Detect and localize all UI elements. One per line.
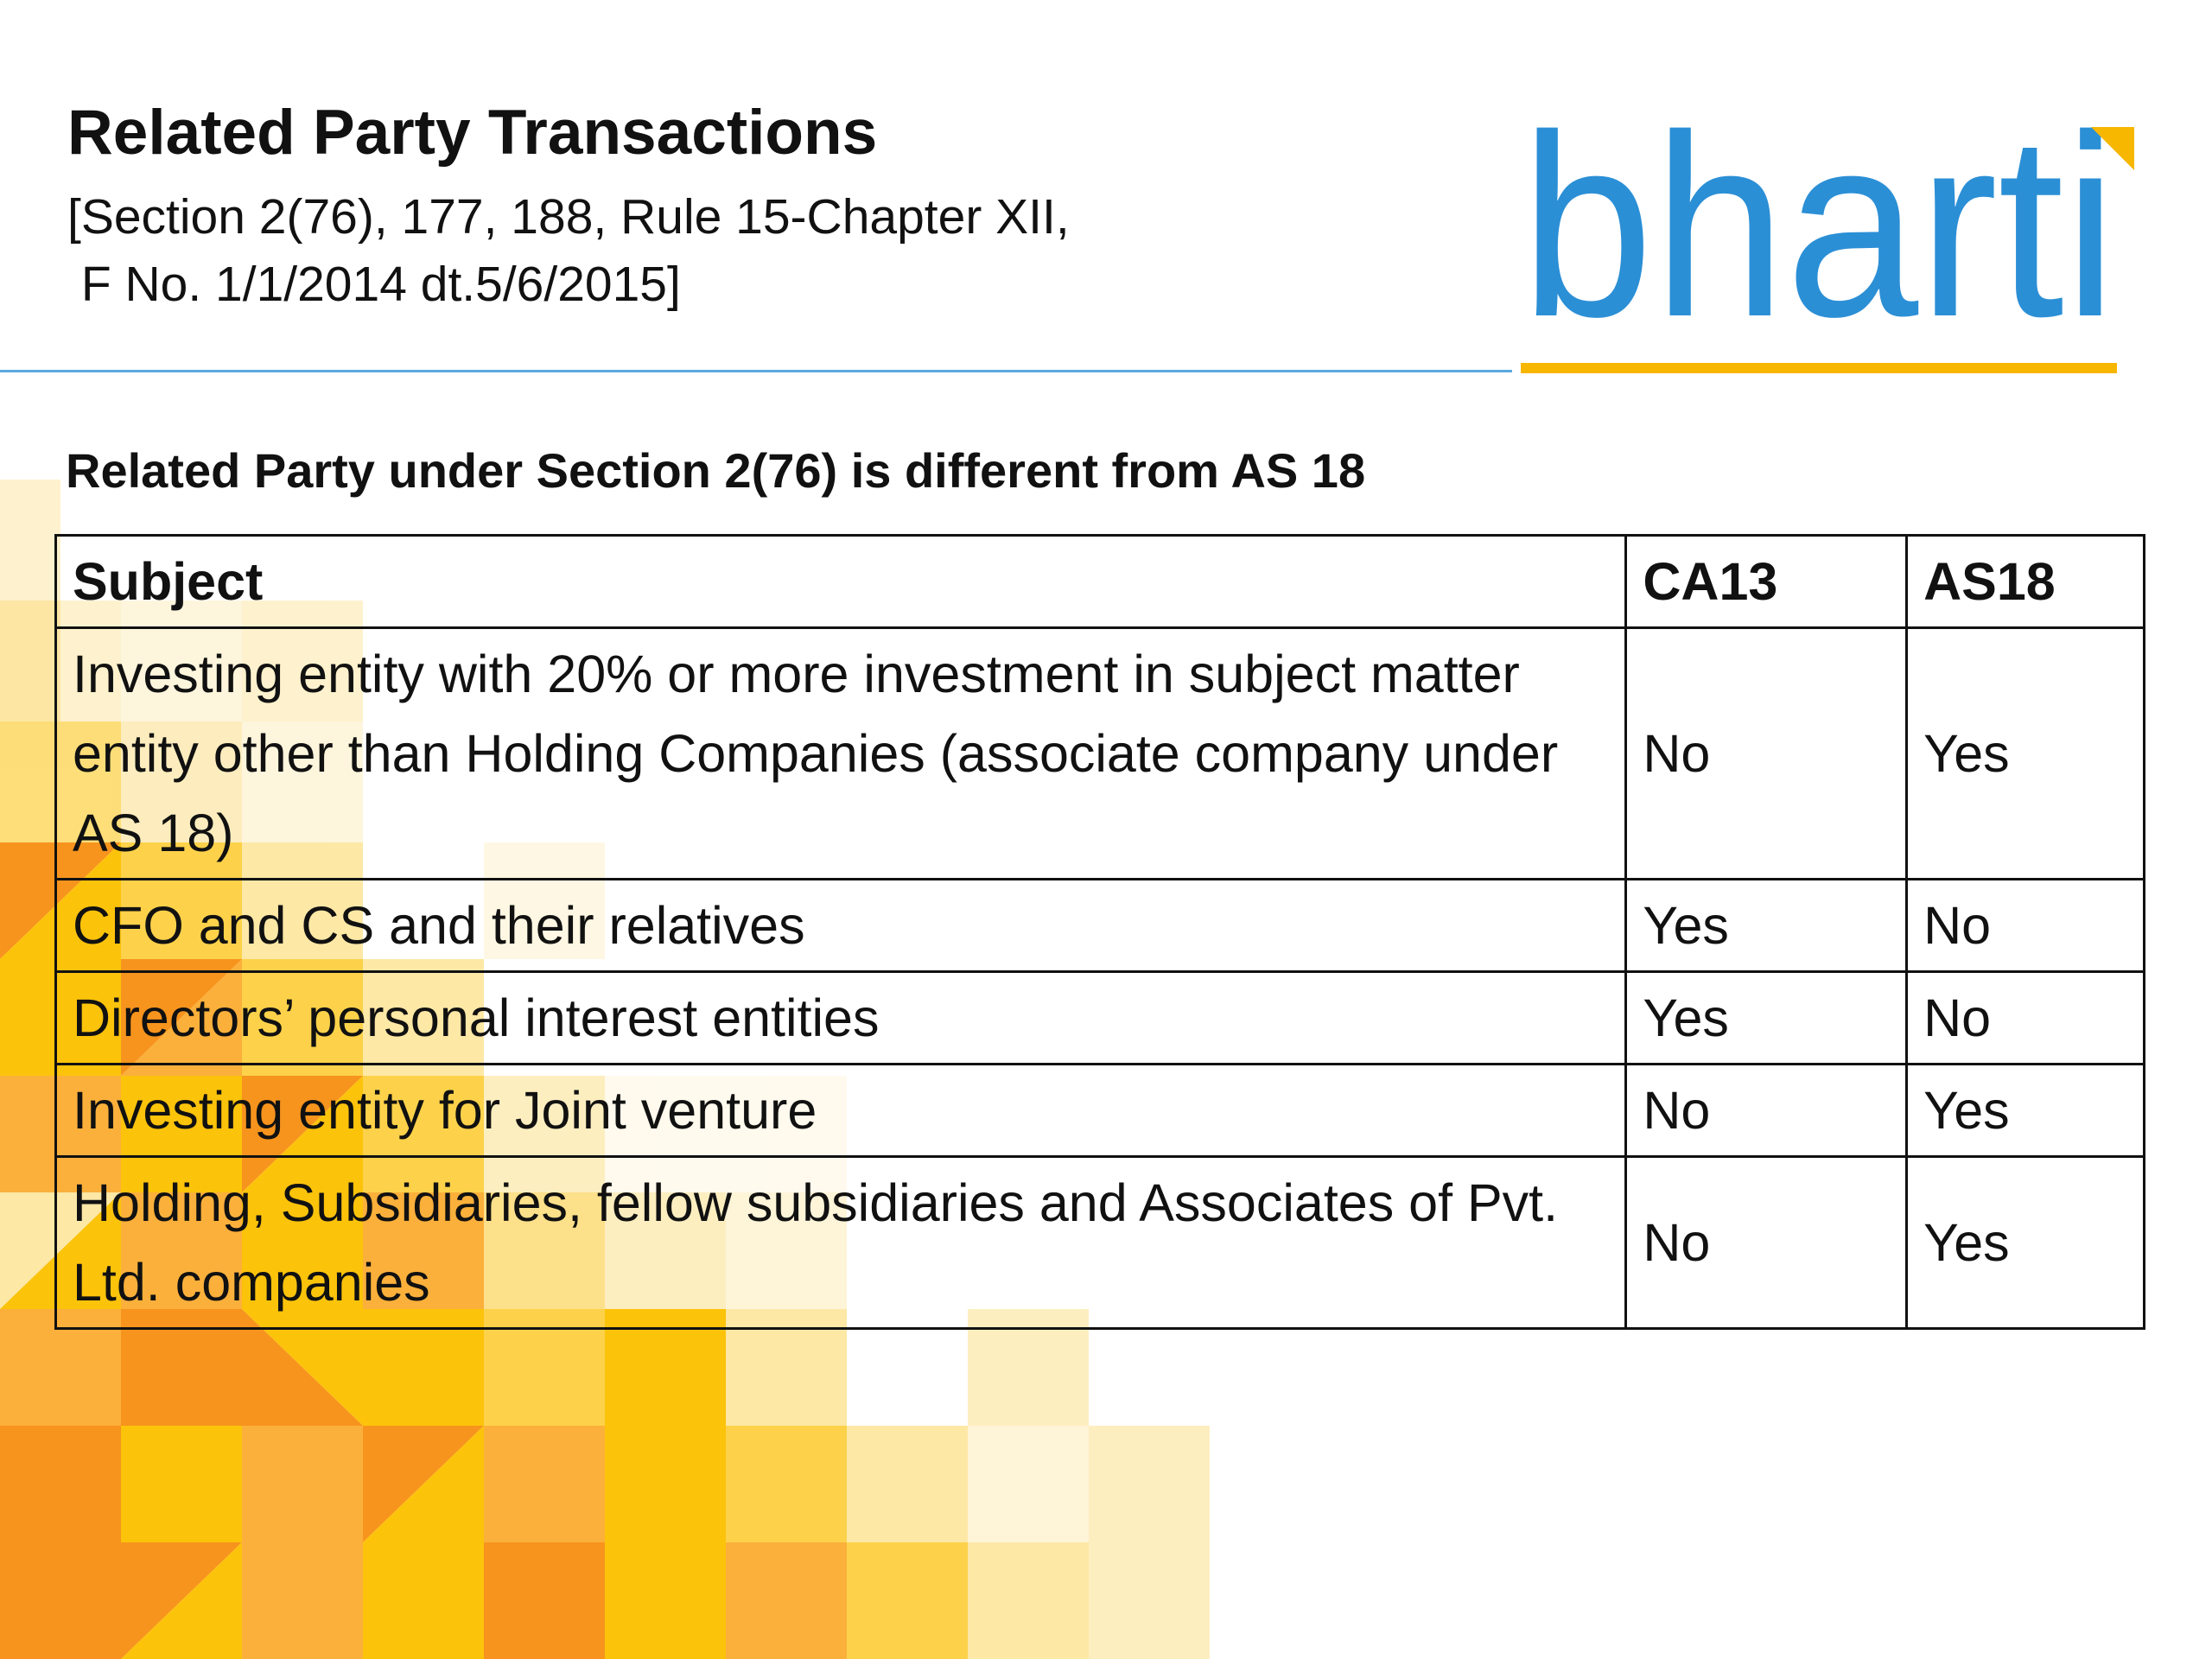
row-as18: Yes — [1905, 626, 2145, 880]
slide-title: Related Party Transactions — [67, 98, 878, 168]
table-row: Investing entity with 20% or more invest… — [54, 626, 2145, 880]
row-subject: Holding, Subsidiaries, fellow subsidiari… — [54, 1155, 1628, 1330]
row-ca13: No — [1624, 1155, 1909, 1330]
row-subject: Investing entity for Joint venture — [54, 1063, 1628, 1158]
row-ca13: Yes — [1624, 878, 1909, 973]
row-as18: No — [1905, 970, 2145, 1065]
row-ca13: No — [1624, 1063, 1909, 1158]
row-as18: Yes — [1905, 1155, 2145, 1330]
header-divider — [0, 370, 1512, 372]
row-as18: Yes — [1905, 1063, 2145, 1158]
table-row: Directors’ personal interest entities Ye… — [54, 970, 2145, 1065]
section-heading: Related Party under Section 2(76) is dif… — [66, 443, 1366, 498]
header-subject: Subject — [54, 534, 1628, 629]
slide-subtitle: [Section 2(76), 177, 188, Rule 15-Chapte… — [67, 189, 1070, 312]
row-subject: Investing entity with 20% or more invest… — [54, 626, 1628, 880]
row-ca13: Yes — [1624, 970, 1909, 1065]
header-as18: AS18 — [1905, 534, 2145, 629]
table-header-row: Subject CA13 AS18 — [54, 534, 2145, 629]
logo-wordmark: bharti — [1521, 117, 2117, 371]
table-row: Holding, Subsidiaries, fellow subsidiari… — [54, 1155, 2145, 1330]
bharti-logo: bharti — [1521, 117, 2134, 373]
logo-accent-triangle — [2091, 127, 2134, 170]
table-row: Investing entity for Joint venture No Ye… — [54, 1063, 2145, 1158]
row-ca13: No — [1624, 626, 1909, 880]
table-row: CFO and CS and their relatives Yes No — [54, 878, 2145, 973]
row-subject: Directors’ personal interest entities — [54, 970, 1628, 1065]
row-subject: CFO and CS and their relatives — [54, 878, 1628, 973]
header-ca13: CA13 — [1624, 534, 1909, 629]
row-as18: No — [1905, 878, 2145, 973]
comparison-table: Subject CA13 AS18 Investing entity with … — [54, 534, 2145, 1330]
logo-underline — [1521, 363, 2117, 373]
